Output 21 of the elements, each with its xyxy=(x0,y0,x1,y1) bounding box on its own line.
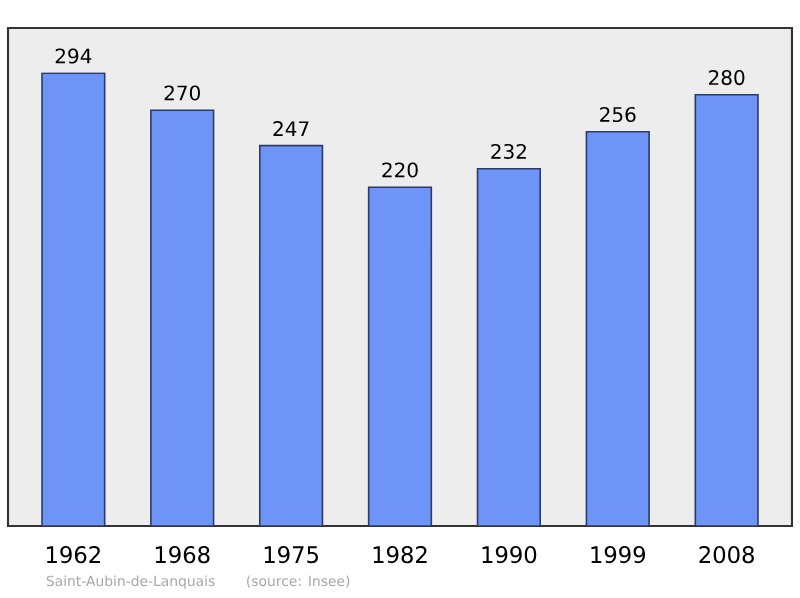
x-tick-label: 1975 xyxy=(264,546,318,564)
x-tick-label: 1962 xyxy=(47,546,100,564)
x-tick-label: 1990 xyxy=(482,546,537,564)
bar xyxy=(367,186,433,526)
x-tick-label: 2008 xyxy=(699,546,754,564)
data-label: 294 xyxy=(55,48,92,64)
x-tick-label: 1982 xyxy=(373,546,427,564)
x-tick-label: 1999 xyxy=(591,546,645,564)
bar xyxy=(41,72,106,526)
data-label: 270 xyxy=(164,85,200,101)
bar xyxy=(150,109,215,526)
data-label: 232 xyxy=(491,143,526,160)
x-tick-label: 1968 xyxy=(155,546,210,564)
data-label: 280 xyxy=(709,69,745,86)
bar xyxy=(258,144,324,526)
bar xyxy=(476,167,542,526)
data-label: 256 xyxy=(600,106,636,123)
bar xyxy=(694,94,759,526)
bar xyxy=(585,130,650,526)
data-label: 247 xyxy=(273,121,309,136)
data-label: 220 xyxy=(382,162,418,178)
